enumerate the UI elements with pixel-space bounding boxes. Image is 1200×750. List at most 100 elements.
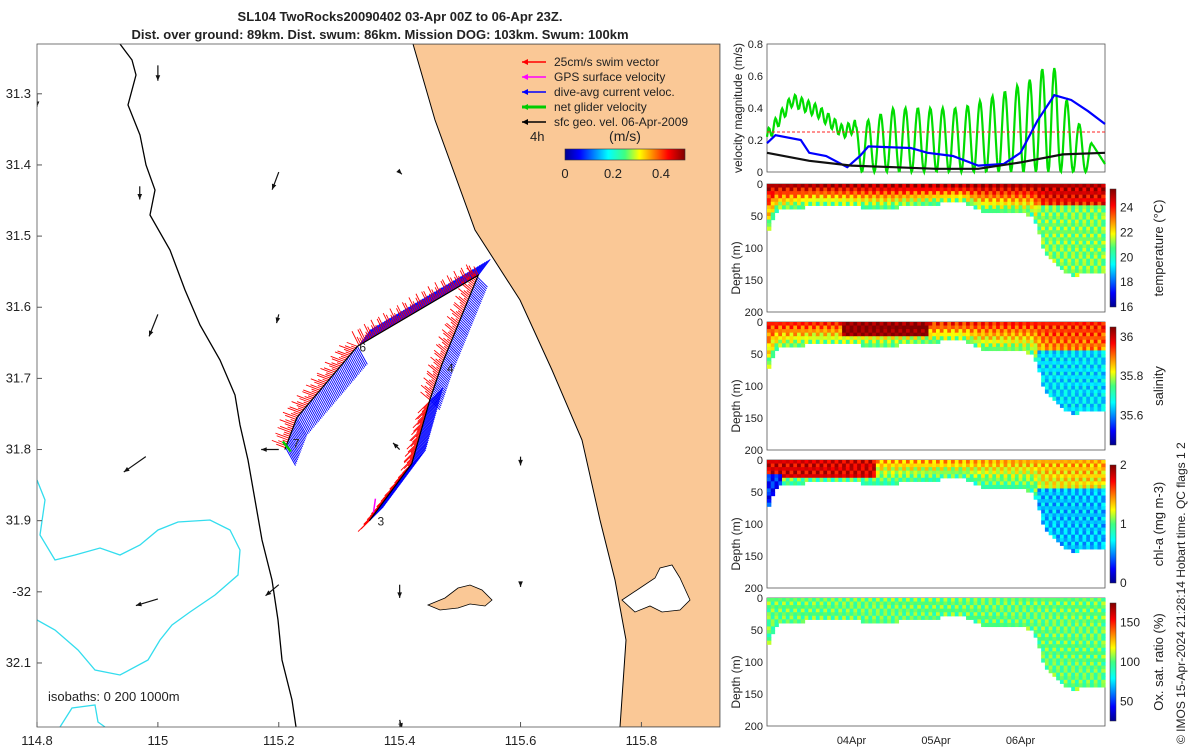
section-cell [894, 339, 900, 344]
section-cell [1044, 322, 1050, 327]
section-cell [939, 463, 945, 468]
section-cell [1022, 481, 1027, 486]
section-cell [778, 329, 783, 334]
section-cell [804, 198, 809, 203]
section-cell [819, 612, 824, 617]
section-cell [857, 467, 862, 472]
section-cell [860, 474, 866, 479]
current-vector [370, 321, 384, 339]
section-cell [793, 205, 798, 210]
section-cell [1071, 679, 1076, 684]
section-cell [1003, 329, 1008, 334]
section-cell [992, 184, 997, 189]
swim-vector [454, 276, 460, 287]
section-cell [879, 481, 885, 486]
section-cell [1086, 516, 1091, 522]
section-cell [789, 467, 794, 472]
section-cell [973, 339, 978, 344]
section-cell [1003, 474, 1008, 479]
section-cell [1097, 640, 1102, 645]
section-cell [951, 332, 956, 337]
swim-vector [396, 305, 405, 320]
section-cell [1093, 346, 1099, 352]
section-cell [1078, 484, 1084, 490]
section-cell [767, 350, 772, 355]
section-cell [1044, 389, 1050, 394]
section-cell [879, 329, 885, 334]
swim-vector [424, 385, 433, 393]
section-cell [1093, 357, 1099, 362]
section-cell [815, 615, 821, 620]
section-cell [939, 336, 945, 341]
section-cell [966, 467, 971, 472]
section-cell [1063, 626, 1069, 631]
section-cell [849, 325, 854, 330]
section-cell [939, 612, 945, 617]
current-vector [415, 435, 430, 451]
section-cell [1003, 343, 1008, 348]
section-cell [1082, 679, 1087, 684]
section-cell [1078, 612, 1084, 617]
section-cell [875, 332, 881, 337]
section-cell [774, 484, 779, 490]
section-cell [1056, 393, 1061, 398]
section-cell [872, 187, 877, 192]
swim-vector [376, 318, 384, 332]
section-cell [1041, 499, 1046, 504]
section-cell [1029, 622, 1035, 628]
section-cell [1086, 400, 1091, 405]
section-cell [845, 467, 851, 472]
swim-vector [446, 322, 456, 332]
section-cell [1074, 240, 1080, 246]
section-cell [770, 350, 776, 355]
section-cell [1074, 676, 1080, 681]
current-vector [474, 284, 485, 295]
section-cell [853, 194, 858, 199]
section-cell [808, 332, 813, 337]
section-cell [778, 470, 783, 475]
current-vector [408, 299, 422, 317]
section-cell [932, 601, 937, 606]
section-cell [996, 332, 1001, 337]
swim-vector [442, 288, 446, 295]
section-cell [1086, 481, 1091, 486]
section-cell [1059, 502, 1065, 507]
swim-vector [406, 455, 415, 464]
section-cell [924, 329, 930, 334]
section-cell [785, 191, 791, 196]
section-cell [1093, 608, 1099, 613]
section-cell [797, 343, 802, 348]
geostrophic-vectors [37, 65, 523, 727]
section-cell [864, 191, 869, 196]
section-cell [1089, 644, 1095, 649]
section-cell [1037, 368, 1042, 373]
section-cell [981, 336, 986, 341]
section-cell [1078, 463, 1084, 468]
section-cell [1033, 350, 1038, 355]
section-cell [845, 187, 851, 192]
section-cell [842, 336, 847, 341]
section-cell [860, 619, 866, 624]
section-cell [1063, 669, 1069, 674]
section-cell [1097, 226, 1102, 231]
section-cell [830, 187, 836, 192]
section-cell [969, 184, 975, 189]
section-cell [1074, 269, 1080, 274]
section-ytick-label: 200 [745, 721, 763, 733]
swim-vector [440, 350, 447, 356]
current-vector [461, 315, 472, 327]
section-cell [928, 612, 933, 617]
section-cell [808, 470, 813, 475]
section-cell [951, 467, 956, 472]
section-cell [977, 605, 982, 610]
section-cell [947, 467, 952, 472]
section-cell [1071, 410, 1076, 416]
section-cell [1101, 237, 1106, 242]
section-cell [1011, 484, 1016, 490]
section-cell [793, 336, 798, 341]
section-cell [1082, 647, 1087, 652]
section-cell [1097, 484, 1102, 490]
swim-vector [463, 297, 468, 302]
section-cell [1022, 463, 1027, 468]
